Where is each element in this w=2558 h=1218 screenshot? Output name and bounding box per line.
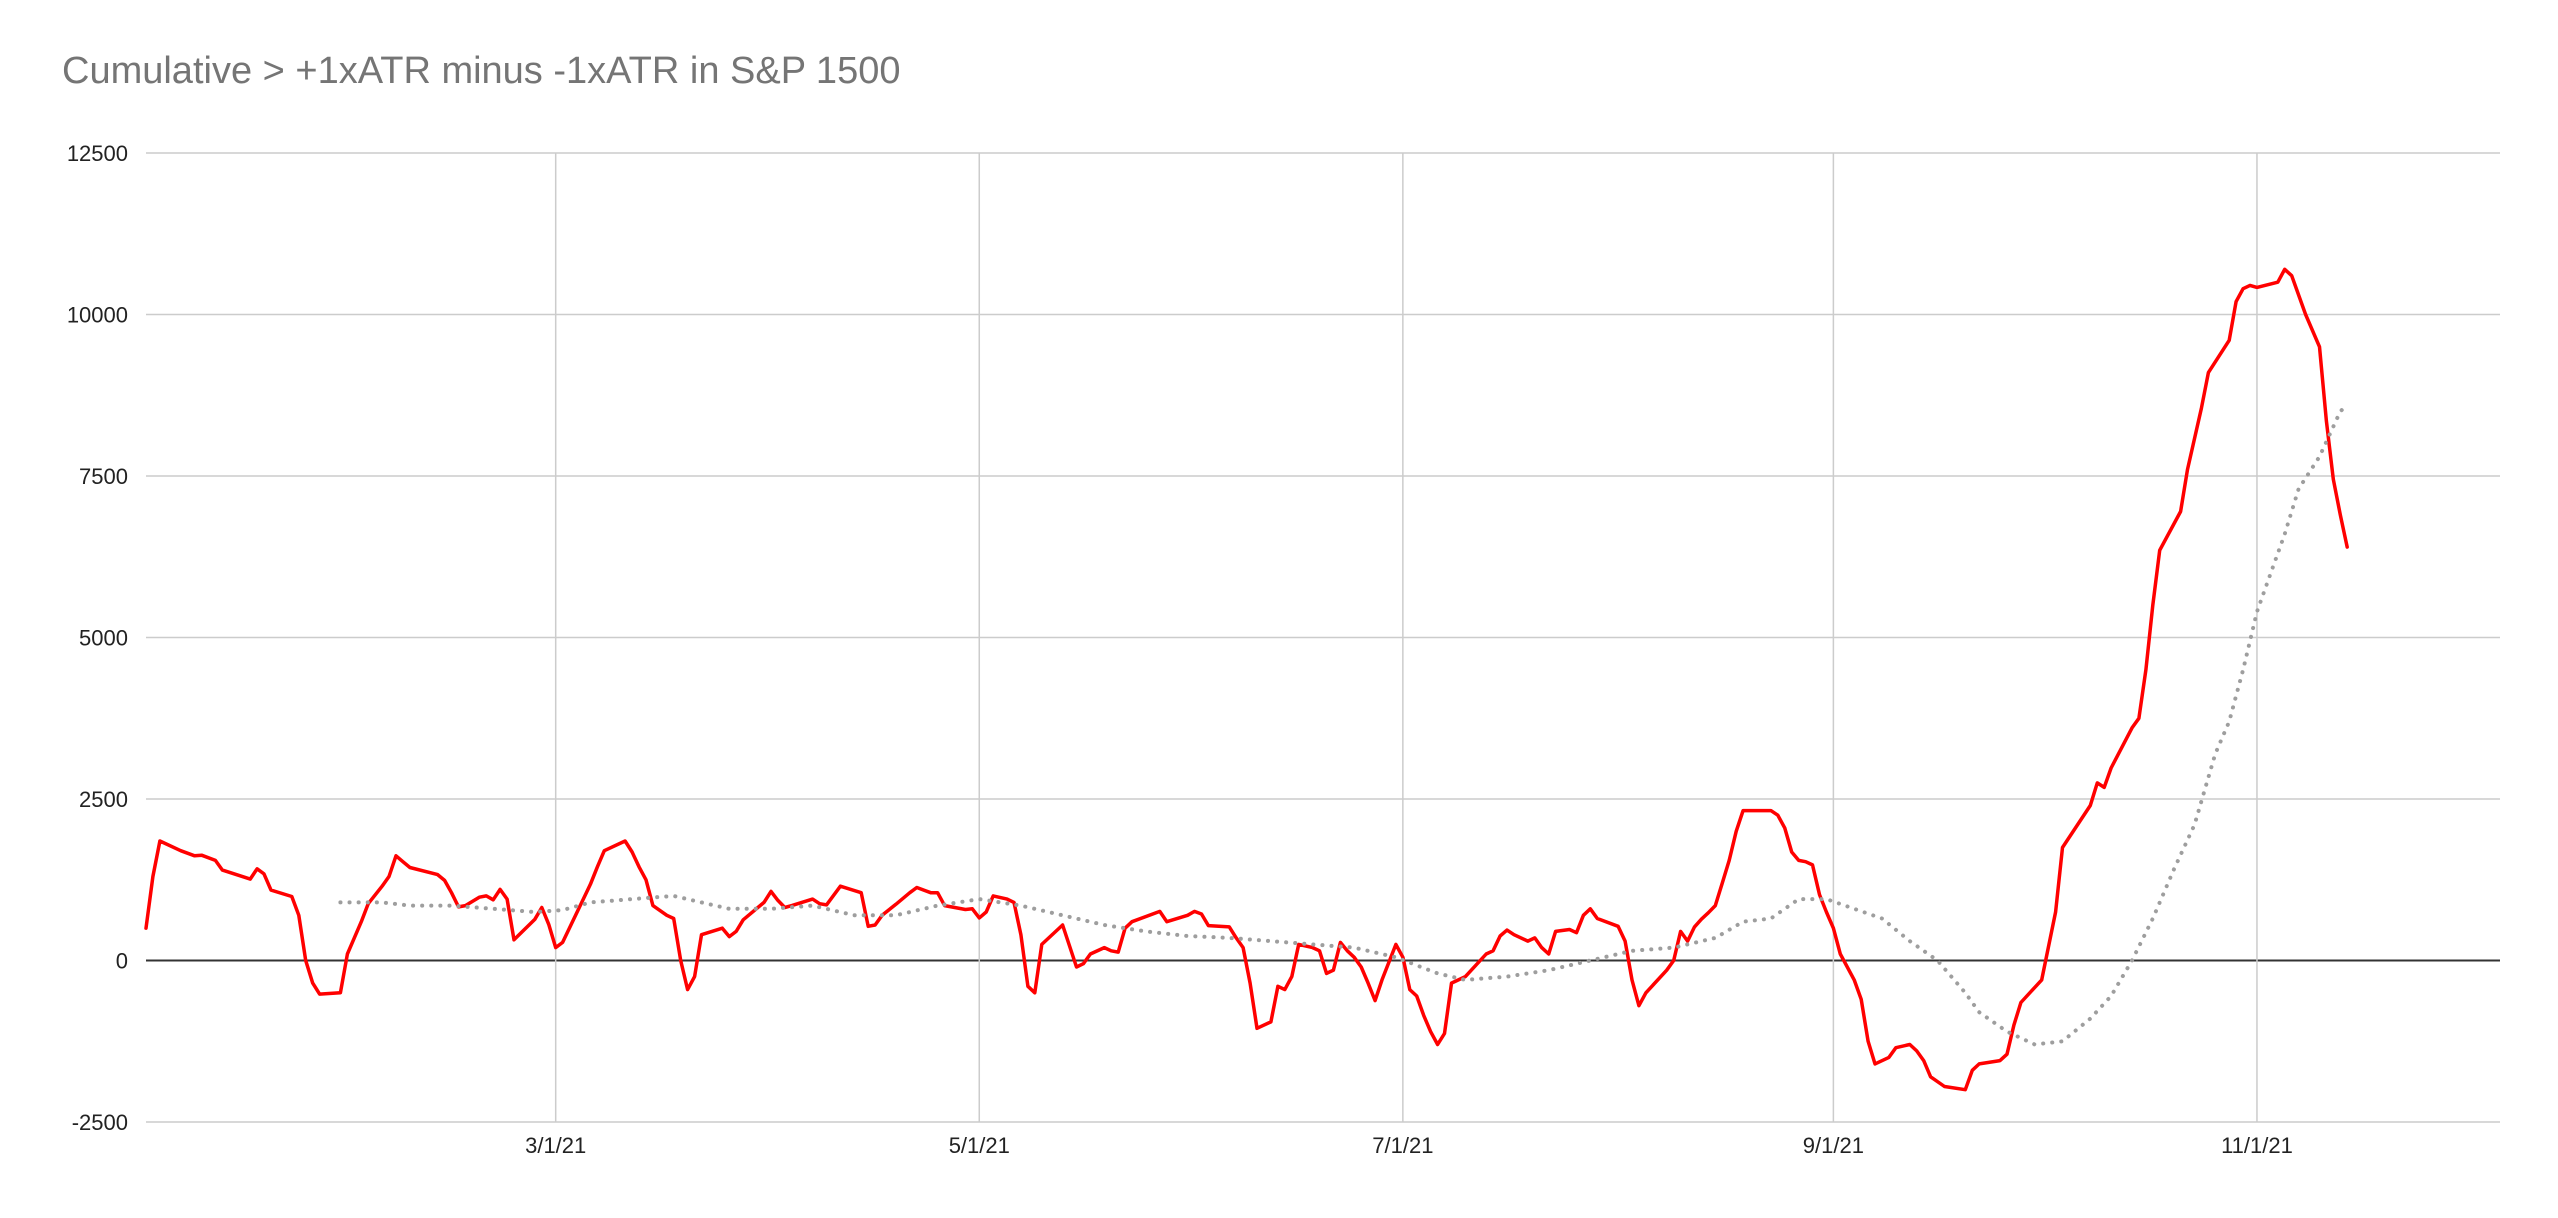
- x-tick-label: 5/1/21: [949, 1133, 1010, 1158]
- y-tick-label: 10000: [67, 303, 128, 328]
- gridlines: [146, 152, 2500, 1123]
- axis-labels: 12500 10000 7500 5000 2500 0 -2500 3/1/21 5/1/21…: [67, 141, 2293, 1158]
- cumulative-line: [144, 267, 2349, 1092]
- moving-average-line: [338, 402, 2350, 1047]
- y-tick-label: 0: [116, 949, 128, 974]
- chart-title: Cumulative > +1xATR minus -1xATR in S&P …: [62, 50, 901, 92]
- y-tick-label: 5000: [79, 626, 128, 651]
- x-tick-label: 7/1/21: [1372, 1133, 1433, 1158]
- y-tick-label: -2500: [72, 1110, 128, 1135]
- x-tick-label: 11/1/21: [2221, 1133, 2293, 1158]
- x-tick-label: 9/1/21: [1803, 1133, 1864, 1158]
- y-tick-label: 12500: [67, 141, 128, 166]
- x-tick-label: 3/1/21: [525, 1133, 586, 1158]
- y-tick-label: 2500: [79, 787, 128, 812]
- y-tick-label: 7500: [79, 464, 128, 489]
- series-lines: [144, 267, 2350, 1092]
